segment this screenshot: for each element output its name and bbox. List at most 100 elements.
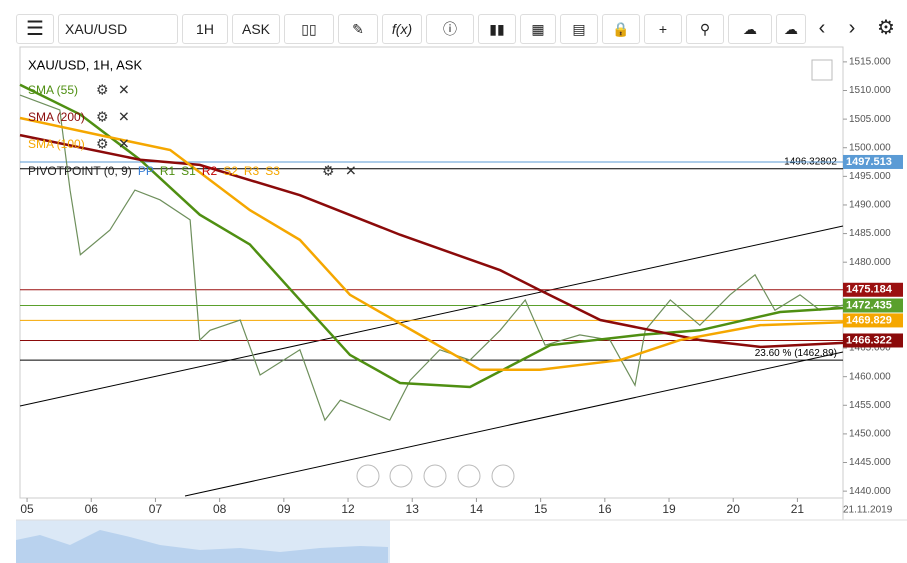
info-button[interactable]: ⓘ (426, 14, 474, 44)
y-tick-label: 1465.000 (849, 343, 891, 354)
side-select[interactable]: ASK (232, 14, 280, 44)
legend-close: ✕ (118, 109, 130, 125)
volume-button[interactable]: ▮▮ (478, 14, 516, 44)
zoom-in[interactable] (457, 464, 481, 488)
legend-label: SMA (100) (28, 137, 85, 151)
pivot-name: PIVOTPOINT (0, 9) (28, 164, 132, 178)
legend-settings: ⚙ (322, 163, 335, 179)
level-box (843, 298, 903, 313)
y-tick-label: 1510.000 (849, 85, 891, 96)
legend-close: ✕ (118, 136, 130, 152)
indicator-button[interactable]: f(x) (382, 14, 422, 44)
level-box (843, 154, 903, 169)
download-button[interactable]: ☁ (776, 14, 806, 44)
pivot-item: R1 (160, 164, 176, 178)
plot-frame (19, 46, 844, 499)
draw-button[interactable]: ✎ (338, 14, 378, 44)
y-tick-label: 1515.000 (849, 57, 891, 68)
navigator-area (16, 530, 388, 563)
x-tick-label: 05 (20, 502, 34, 516)
x-tick-label: 09 (277, 502, 291, 516)
lock-button[interactable]: 🔒 (602, 14, 640, 44)
x-tick-label: 13 (406, 502, 420, 516)
annotation-label: 23.60 % (1462.89) (755, 348, 837, 359)
pivot-legend: PIVOTPOINT (0, 9) PP R1 S1 R2 S2 R3 S3 (28, 164, 280, 178)
y-tick-label: 1480.000 (849, 257, 891, 268)
x-tick-label: 16 (598, 502, 612, 516)
pivot-item: S2 (223, 164, 238, 178)
zoom-out[interactable] (389, 464, 413, 488)
legend-close: ✕ (345, 163, 357, 179)
series-line (19, 94, 844, 422)
level-label: 1497.513 (846, 156, 892, 168)
series-line (19, 116, 844, 372)
pivot-item: R2 (202, 164, 218, 178)
y-tick-label: 1450.000 (849, 429, 891, 440)
legend-label: SMA (55) (28, 83, 78, 97)
legend-close: ✕ (118, 82, 130, 98)
pivot-item: S3 (265, 164, 280, 178)
pivot-item: R3 (244, 164, 260, 178)
legend-settings: ⚙ (96, 82, 109, 98)
menu-button[interactable]: ☰ (16, 14, 54, 44)
y-tick-label: 1460.000 (849, 371, 891, 382)
level-label: 1469.829 (846, 314, 892, 326)
x-tick-label: 06 (85, 502, 99, 516)
y-tick-label: 1475.000 (849, 285, 891, 296)
y-tick-label: 1490.000 (849, 200, 891, 211)
x-tick-label: 08 (213, 502, 227, 516)
x-tick-label: 14 (470, 502, 484, 516)
legend-settings: ⚙ (96, 136, 109, 152)
y-tick-label: 1495.000 (849, 171, 891, 182)
y-tick-label: 1455.000 (849, 400, 891, 411)
x-tick-label: 21 (791, 502, 805, 516)
y-tick-label: 1440.000 (849, 486, 891, 497)
y-tick-label: 1445.000 (849, 457, 891, 468)
y-tick-label: 1500.000 (849, 142, 891, 153)
annotation-label: 1496.32802 (784, 156, 837, 167)
chart-type-button[interactable]: ▯▯ (284, 14, 334, 44)
level-box (843, 282, 903, 297)
trendline (184, 351, 844, 497)
series-line (19, 83, 844, 389)
x-tick-label: 20 (727, 502, 741, 516)
symbol-select[interactable]: XAU/USD (58, 14, 178, 44)
level-label: 1472.435 (846, 299, 892, 311)
x-tick-label: 07 (149, 502, 163, 516)
crosshair-button[interactable]: + (644, 14, 682, 44)
x-tick-label: 15 (534, 502, 548, 516)
scroll-left[interactable] (356, 464, 380, 488)
reset[interactable] (423, 464, 447, 488)
x-tick-label: 19 (662, 502, 676, 516)
calendar-button[interactable]: ▦ (520, 14, 556, 44)
prev-button[interactable]: ‹ (808, 14, 836, 44)
y-tick-label: 1485.000 (849, 228, 891, 239)
fullscreen-button[interactable] (811, 59, 833, 81)
level-box (843, 313, 903, 328)
legend-label: SMA (200) (28, 110, 85, 124)
nav-buttons (356, 464, 515, 488)
zoom-button[interactable]: ⚲ (686, 14, 724, 44)
navigator-window[interactable] (16, 520, 390, 563)
legend-settings: ⚙ (96, 109, 109, 125)
pivot-item: PP (138, 164, 154, 178)
next-button[interactable]: › (838, 14, 866, 44)
timeframe-select[interactable]: 1H (182, 14, 228, 44)
y-tick-label: 1505.000 (849, 114, 891, 125)
level-label: 1475.184 (846, 284, 893, 296)
pivot-item: S1 (181, 164, 196, 178)
upload-button[interactable]: ☁ (728, 14, 772, 44)
report-button[interactable]: ▤ (560, 14, 598, 44)
level-label: 1466.322 (846, 334, 892, 346)
x-tick-label: 12 (341, 502, 355, 516)
trendline (19, 225, 844, 407)
scroll-right[interactable] (491, 464, 515, 488)
series-line (19, 133, 844, 349)
date-label: 21.11.2019 (843, 505, 893, 516)
chart-title: XAU/USD, 1H, ASK (28, 57, 142, 72)
level-box (843, 333, 903, 348)
y-tick-label: 1470.000 (849, 314, 891, 325)
settings-button[interactable]: ⚙ (872, 14, 900, 44)
